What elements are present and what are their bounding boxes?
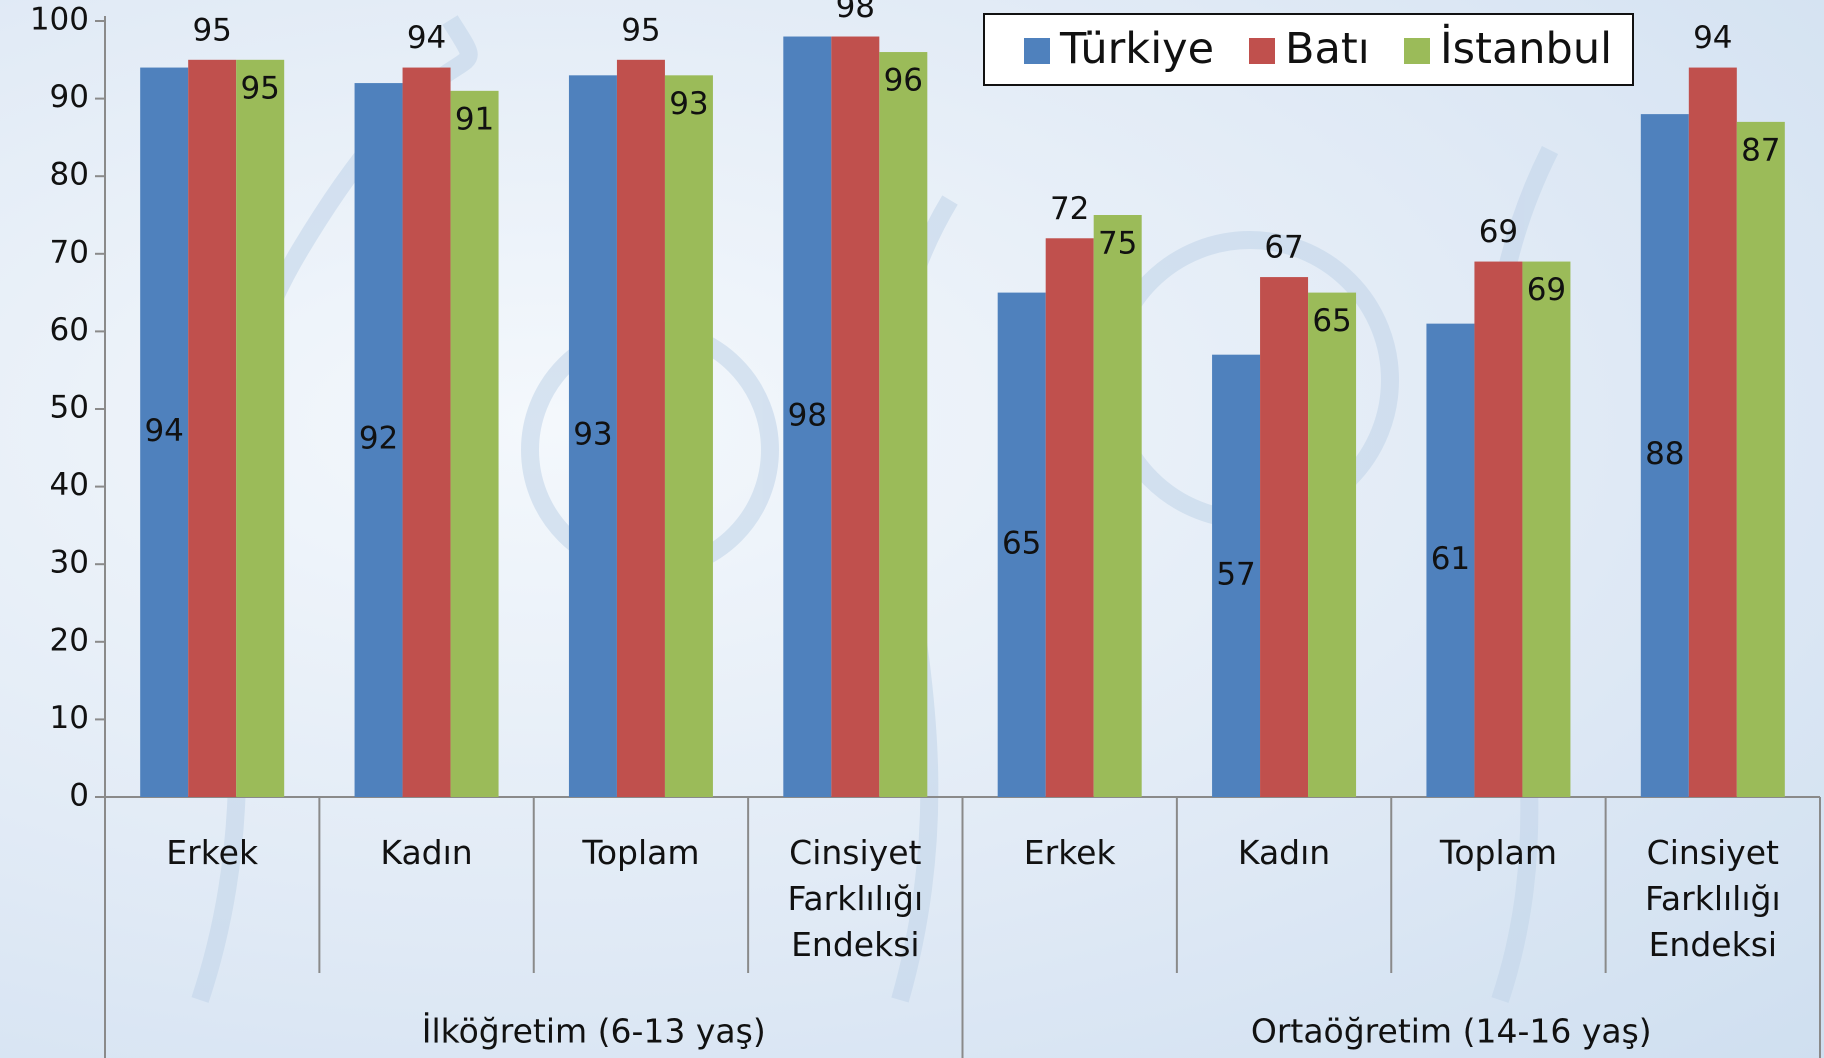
data-label: 92 xyxy=(359,421,398,457)
bar xyxy=(140,67,189,797)
data-label: 88 xyxy=(1645,436,1684,472)
x-tick-label: Kadın xyxy=(380,833,473,872)
bar xyxy=(188,59,237,798)
legend-swatch xyxy=(1404,38,1430,64)
y-tick-label: 0 xyxy=(69,778,89,814)
data-label: 65 xyxy=(1312,303,1351,339)
data-label: 87 xyxy=(1741,132,1780,168)
y-tick-label: 30 xyxy=(50,545,89,581)
data-label: 95 xyxy=(192,12,231,48)
data-label: 72 xyxy=(1050,191,1089,227)
bar xyxy=(997,292,1046,797)
bar xyxy=(1308,292,1357,797)
data-label: 75 xyxy=(1098,226,1137,262)
x-tick-label: Cinsiyet Farklılığı Endeksi xyxy=(787,833,924,964)
data-label: 69 xyxy=(1479,214,1518,250)
data-label: 98 xyxy=(788,397,827,433)
bar xyxy=(402,67,451,797)
legend-swatch xyxy=(1024,38,1050,64)
bar xyxy=(236,59,285,798)
bar xyxy=(1260,277,1309,798)
x-tick-label: Toplam xyxy=(582,833,700,872)
bar xyxy=(568,75,617,797)
data-label: 94 xyxy=(407,20,446,56)
bar xyxy=(1212,354,1261,797)
legend-swatch xyxy=(1249,38,1275,64)
legend-label: İstanbul xyxy=(1440,23,1612,74)
data-label: 61 xyxy=(1431,541,1470,577)
bar xyxy=(831,36,880,797)
x-tick-label: Erkek xyxy=(166,833,259,872)
bar xyxy=(664,75,713,797)
data-label: 95 xyxy=(240,70,279,106)
bar xyxy=(1522,261,1571,797)
data-label: 91 xyxy=(455,101,494,137)
data-label: 98 xyxy=(836,0,875,25)
group-label: Ortaöğretim (14-16 yaş) xyxy=(1251,1012,1652,1051)
bar xyxy=(1736,121,1785,797)
y-tick-label: 100 xyxy=(30,2,89,38)
y-tick-label: 70 xyxy=(50,234,89,270)
data-label: 67 xyxy=(1264,230,1303,266)
y-tick-label: 90 xyxy=(50,79,89,115)
legend-label: Türkiye xyxy=(1059,24,1214,74)
y-tick-label: 40 xyxy=(50,467,89,503)
y-tick-label: 60 xyxy=(50,312,89,348)
y-tick-label: 10 xyxy=(50,700,89,736)
x-tick-label: Kadın xyxy=(1237,833,1331,872)
data-label: 94 xyxy=(144,413,183,449)
bar xyxy=(450,90,499,798)
bar xyxy=(879,52,928,798)
data-label: 65 xyxy=(1002,525,1041,561)
legend: Türkiye Batı İstanbul xyxy=(983,13,1634,86)
data-label: 95 xyxy=(621,12,660,48)
y-tick-label: 80 xyxy=(50,157,89,193)
bar xyxy=(616,59,665,798)
data-label: 94 xyxy=(1693,20,1732,56)
bar xyxy=(1640,114,1689,798)
bar xyxy=(354,83,403,797)
data-label: 93 xyxy=(669,86,708,122)
bar xyxy=(1093,215,1142,797)
y-tick-label: 50 xyxy=(50,390,89,426)
data-label: 96 xyxy=(884,63,923,99)
x-tick-label: Erkek xyxy=(1023,833,1116,872)
bar xyxy=(1426,323,1475,797)
data-label: 69 xyxy=(1527,272,1566,308)
y-tick-label: 20 xyxy=(50,622,89,658)
bar xyxy=(783,36,832,797)
data-label: 93 xyxy=(573,417,612,453)
bar xyxy=(1474,261,1523,797)
x-tick-label: Cinsiyet Farklılığı Endeksi xyxy=(1644,833,1781,964)
data-label: 57 xyxy=(1216,556,1255,592)
legend-box xyxy=(983,13,1634,86)
group-label: İlköğretim (6-13 yaş) xyxy=(422,1012,766,1051)
bar xyxy=(1688,67,1737,797)
legend-label: Batı xyxy=(1285,24,1370,74)
bar xyxy=(1045,238,1094,797)
x-tick-label: Toplam xyxy=(1439,833,1558,872)
